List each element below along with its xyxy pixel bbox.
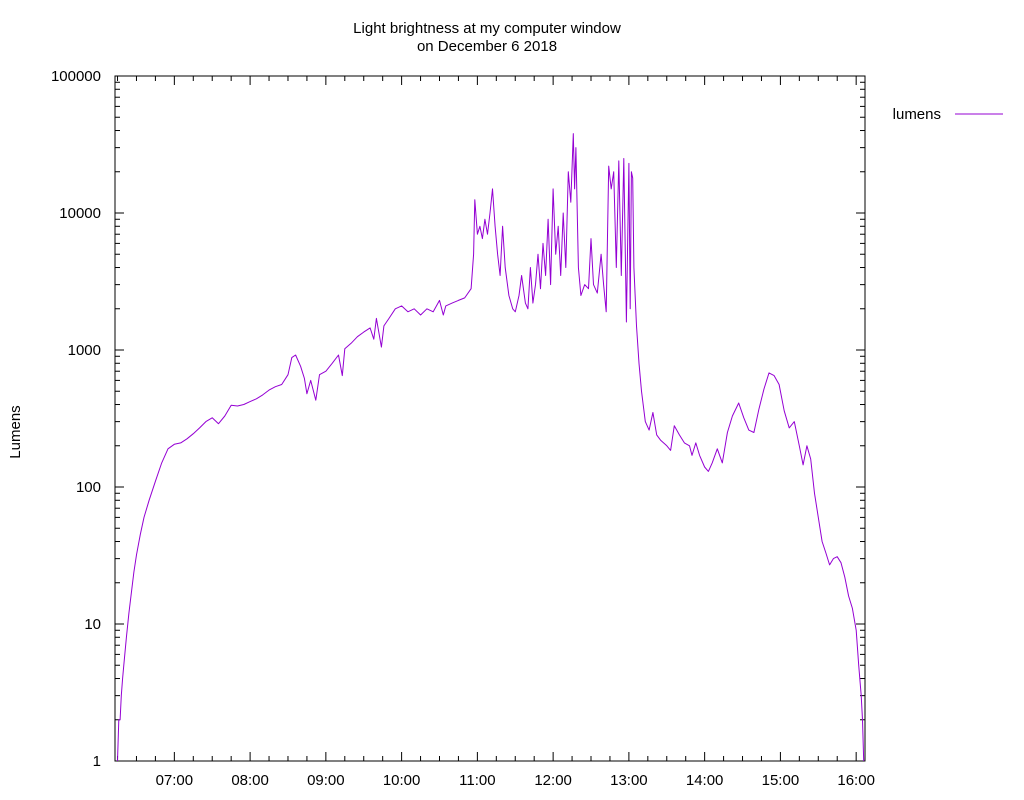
x-tick-label: 13:00 (610, 772, 648, 789)
series-layer (117, 133, 865, 762)
x-tick-label: 07:00 (156, 772, 194, 789)
x-tick-label: 10:00 (383, 772, 421, 789)
x-axis: 07:00 08:00 09:00 10:00 11:00 12:00 13:00 14:00… (117, 76, 875, 789)
chart-title-line-2: on December 6 2018 (417, 38, 557, 55)
legend: lumens (893, 106, 1003, 123)
series-line-lumens (117, 133, 865, 762)
chart-title-line-1: Light brightness at my computer window (353, 20, 621, 37)
y-tick-label: 10 (84, 616, 101, 633)
legend-label-lumens: lumens (893, 106, 941, 123)
y-tick-label: 100 (76, 479, 101, 496)
y-tick-label: 10000 (59, 205, 101, 222)
y-axis: 1 10 100 1000 10000 100000 (51, 68, 865, 770)
y-tick-label: 1000 (68, 342, 101, 359)
x-tick-label: 16:00 (837, 772, 875, 789)
y-axis-label: Lumens (7, 405, 24, 458)
y-tick-label: 100000 (51, 68, 101, 85)
x-tick-label: 11:00 (459, 772, 495, 789)
x-tick-label: 15:00 (762, 772, 800, 789)
y-tick-label: 1 (93, 753, 101, 770)
x-tick-label: 08:00 (231, 772, 269, 789)
x-tick-label: 12:00 (534, 772, 572, 789)
x-tick-label: 09:00 (307, 772, 345, 789)
x-tick-label: 14:00 (686, 772, 724, 789)
plot-frame (114, 75, 866, 762)
